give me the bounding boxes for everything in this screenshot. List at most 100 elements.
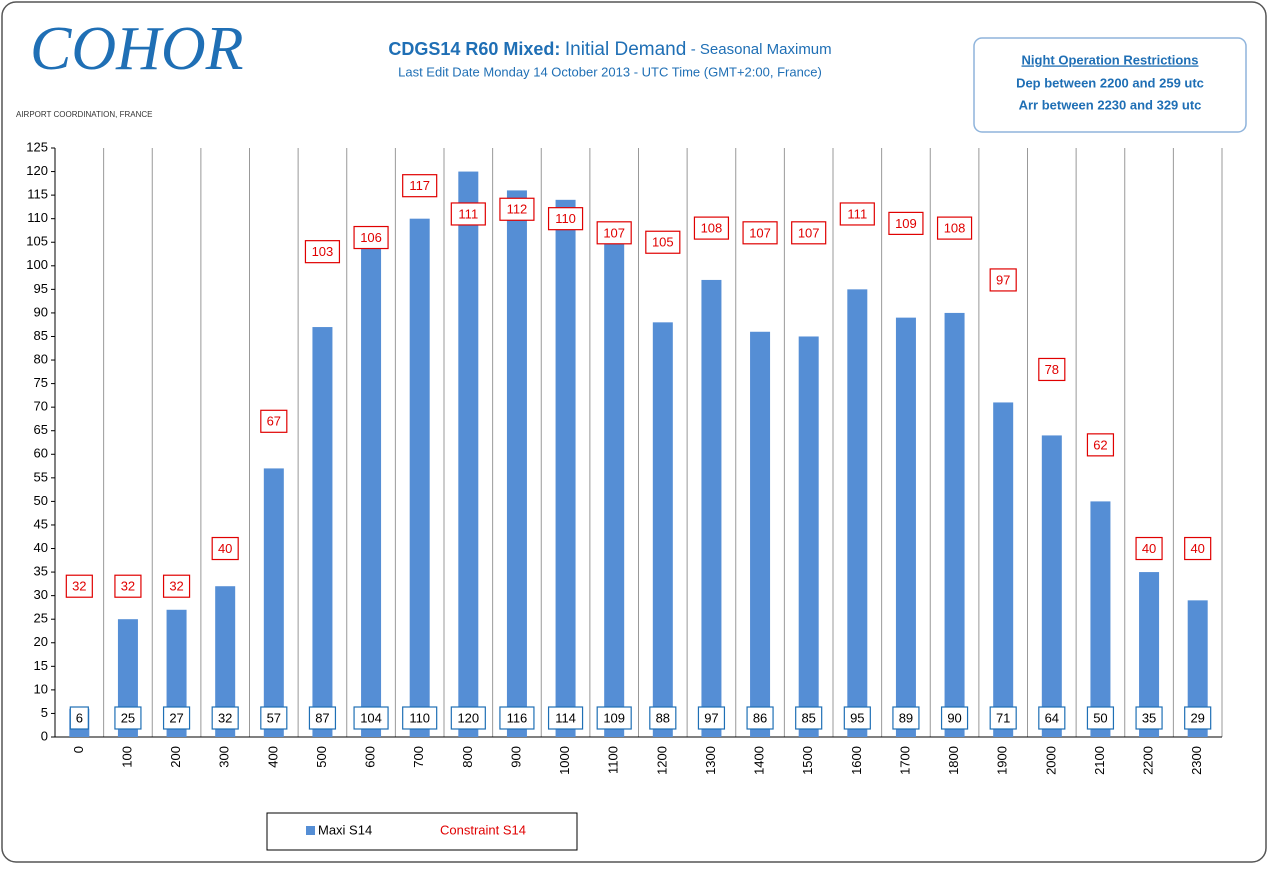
x-tick-label: 1400	[752, 746, 767, 775]
constraint-label: 110	[555, 211, 576, 226]
constraint-label: 107	[749, 225, 771, 240]
constraint-label: 32	[121, 579, 135, 594]
constraint-mark	[742, 221, 778, 245]
value-label: 25	[121, 710, 135, 725]
value-label: 90	[947, 710, 961, 725]
constraint-mark	[260, 409, 288, 433]
value-label: 32	[218, 710, 232, 725]
constraint-label: 67	[267, 414, 281, 429]
value-label-box	[69, 706, 89, 730]
title-main: Initial Demand	[565, 39, 686, 60]
constraint-label: 108	[701, 221, 723, 236]
value-label: 116	[507, 710, 528, 725]
legend-label: Constraint S14	[440, 822, 526, 837]
value-label: 97	[704, 710, 718, 725]
constraint-label: 40	[218, 541, 232, 556]
bar	[166, 609, 187, 737]
y-tick-label: 95	[34, 281, 48, 296]
y-tick-label: 85	[34, 328, 48, 343]
constraint-mark	[211, 536, 239, 561]
x-tick-label: 900	[508, 746, 523, 768]
x-tick-label: 1300	[703, 746, 718, 775]
value-label-box	[547, 706, 584, 730]
value-label: 85	[801, 710, 815, 725]
y-tick-label: 50	[34, 493, 48, 508]
y-tick-label: 120	[26, 163, 48, 178]
note-line: Dep between 2200 and 259 utc	[1016, 75, 1204, 90]
logo: COHOR	[30, 15, 244, 83]
value-label-box	[308, 706, 337, 730]
constraint-label: 107	[603, 225, 625, 240]
value-label-box	[211, 706, 239, 730]
y-tick-label: 45	[34, 516, 48, 531]
value-label-box	[989, 706, 1017, 730]
constraint-label: 112	[507, 202, 528, 217]
bar	[895, 317, 916, 737]
constraint-label: 111	[458, 206, 478, 221]
bar	[750, 331, 771, 737]
constraint-label: 103	[312, 244, 334, 259]
constraint-mark	[499, 197, 535, 221]
constraint-mark	[596, 221, 632, 245]
value-label-box	[1184, 706, 1212, 730]
x-tick-label: 1500	[800, 746, 815, 775]
y-tick-label: 115	[27, 187, 48, 202]
y-tick-label: 0	[41, 728, 48, 743]
constraint-label: 78	[1045, 362, 1059, 377]
x-tick-label: 700	[411, 746, 426, 768]
bar	[798, 336, 819, 737]
x-tick-label: 1600	[849, 746, 864, 775]
constraint-label: 62	[1093, 437, 1107, 452]
constraint-label: 105	[652, 235, 674, 250]
bar	[361, 246, 382, 737]
constraint-mark	[547, 207, 584, 231]
y-tick-label: 125	[26, 139, 48, 154]
value-label: 110	[409, 710, 430, 725]
constraint-mark	[936, 216, 973, 240]
constraint-label: 117	[409, 178, 430, 193]
x-tick-label: 1200	[654, 746, 669, 775]
bar	[701, 279, 722, 737]
y-tick-label: 30	[34, 587, 48, 602]
value-label-box	[450, 706, 486, 730]
x-tick-label: 500	[314, 746, 329, 768]
y-tick-label: 40	[34, 540, 48, 555]
value-label: 95	[850, 710, 864, 725]
value-label: 50	[1093, 710, 1107, 725]
bar	[652, 322, 673, 737]
title-bold: CDGS14 R60 Mixed:	[388, 39, 560, 59]
value-label: 89	[899, 710, 913, 725]
bar	[506, 190, 527, 737]
value-label-box	[843, 706, 871, 730]
bar	[215, 586, 236, 737]
value-label: 57	[267, 710, 281, 725]
y-tick-label: 15	[34, 658, 48, 673]
x-tick-label: 2000	[1043, 746, 1058, 775]
value-label-box	[795, 706, 823, 730]
note-line: Arr between 2230 and 329 utc	[1019, 97, 1202, 112]
constraint-mark	[162, 574, 191, 598]
value-label-box	[596, 706, 632, 730]
constraint-mark	[693, 216, 730, 240]
y-tick-label: 90	[34, 304, 48, 319]
value-label: 64	[1045, 710, 1059, 725]
x-tick-label: 200	[168, 746, 183, 768]
legend-label: Maxi S14	[318, 822, 372, 837]
note-box	[973, 37, 1247, 133]
value-label-box	[697, 706, 726, 730]
y-tick-label: 10	[34, 681, 48, 696]
bar	[993, 402, 1014, 737]
constraint-mark	[1038, 357, 1066, 382]
x-tick-label: 1000	[557, 746, 572, 775]
value-label-box	[114, 706, 142, 730]
constraint-label: 97	[996, 272, 1010, 287]
constraint-mark	[1184, 536, 1212, 561]
bar	[604, 223, 625, 738]
y-tick-label: 105	[26, 234, 48, 249]
bar	[1139, 572, 1160, 737]
constraint-label: 40	[1190, 541, 1204, 556]
value-label-box	[162, 706, 191, 730]
constraint-label: 32	[72, 579, 86, 594]
x-tick-label: 1700	[897, 746, 912, 775]
